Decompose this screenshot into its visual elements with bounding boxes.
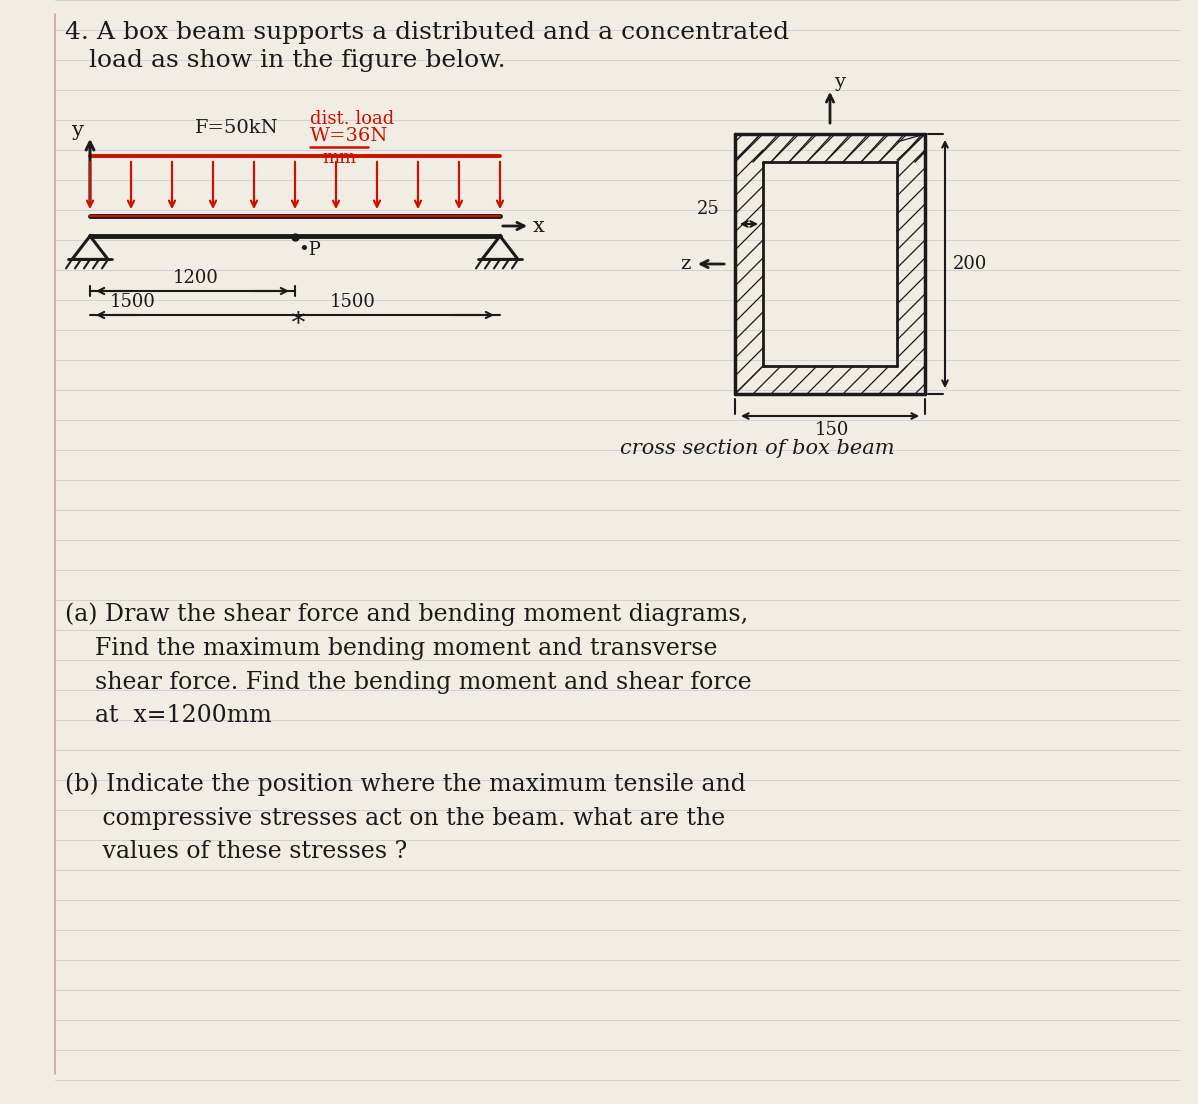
Text: values of these stresses ?: values of these stresses ? bbox=[65, 840, 407, 863]
Text: •P: •P bbox=[298, 241, 321, 259]
Text: ∗: ∗ bbox=[288, 305, 307, 331]
Text: 25: 25 bbox=[697, 200, 720, 217]
Text: dist. load: dist. load bbox=[310, 110, 394, 128]
Text: Find the maximum bending moment and transverse: Find the maximum bending moment and tran… bbox=[65, 637, 718, 659]
Text: cross section of box beam: cross section of box beam bbox=[621, 439, 895, 458]
Text: x: x bbox=[533, 216, 545, 235]
Text: at  x=1200mm: at x=1200mm bbox=[65, 704, 272, 728]
Text: (b) Indicate the position where the maximum tensile and: (b) Indicate the position where the maxi… bbox=[65, 772, 746, 796]
Text: 1500: 1500 bbox=[329, 293, 376, 311]
Text: 4. A box beam supports a distributed and a concentrated: 4. A box beam supports a distributed and… bbox=[65, 21, 789, 43]
Text: y: y bbox=[834, 73, 845, 91]
Text: 1200: 1200 bbox=[173, 269, 218, 287]
Text: W=36N: W=36N bbox=[310, 127, 388, 145]
Text: 1500: 1500 bbox=[110, 293, 156, 311]
Text: load as show in the figure below.: load as show in the figure below. bbox=[65, 50, 506, 73]
Text: F=50kN: F=50kN bbox=[195, 119, 279, 137]
Text: compressive stresses act on the beam. what are the: compressive stresses act on the beam. wh… bbox=[65, 807, 725, 829]
Text: mm: mm bbox=[322, 149, 356, 167]
Text: shear force. Find the bending moment and shear force: shear force. Find the bending moment and… bbox=[65, 670, 752, 693]
Text: z: z bbox=[680, 255, 690, 273]
Text: (a) Draw the shear force and bending moment diagrams,: (a) Draw the shear force and bending mom… bbox=[65, 603, 749, 626]
Text: y: y bbox=[72, 121, 84, 140]
Text: 150: 150 bbox=[815, 421, 849, 439]
Text: 200: 200 bbox=[952, 255, 987, 273]
